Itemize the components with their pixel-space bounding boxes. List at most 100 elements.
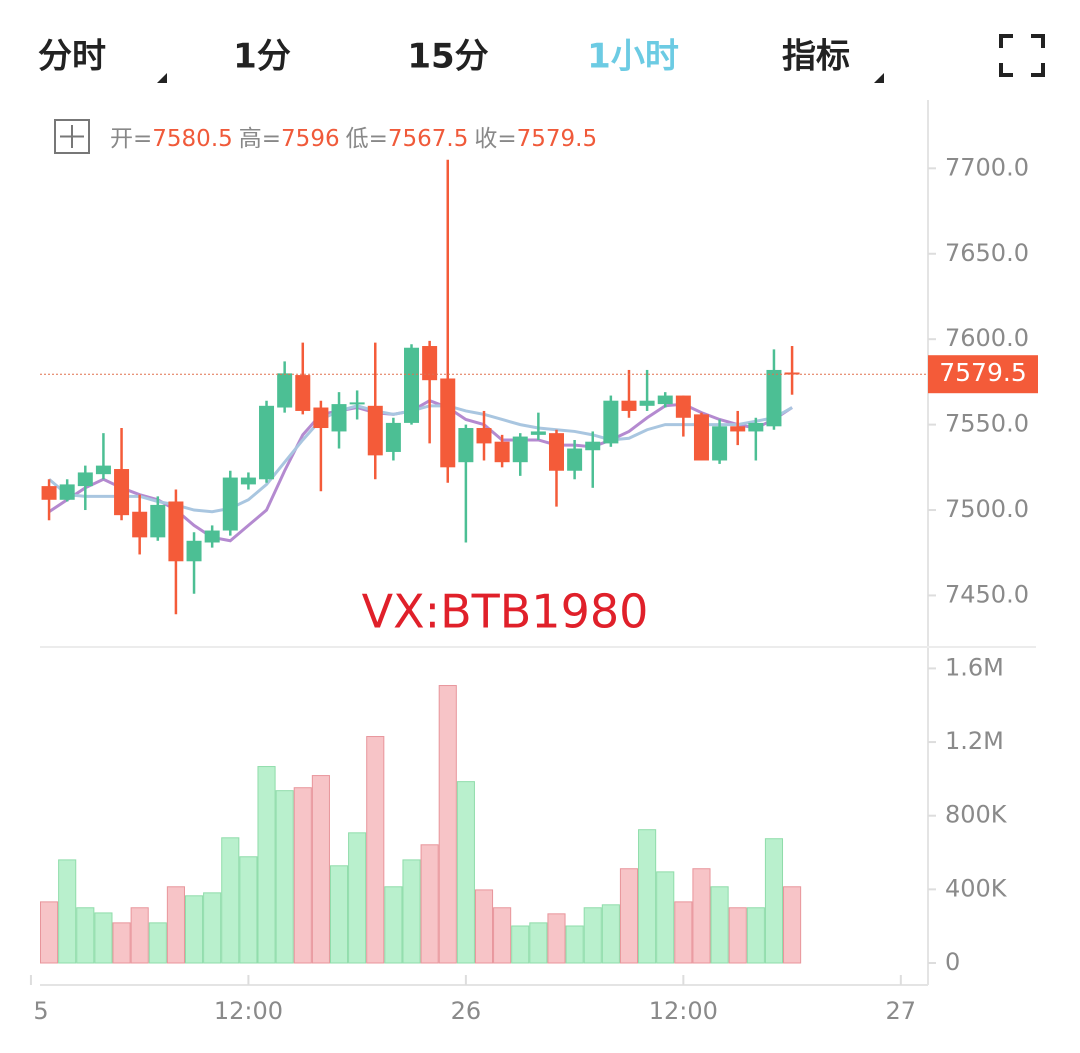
y-tick-label: 7600.0 — [945, 324, 1029, 352]
label: 高= — [239, 126, 281, 152]
candle-body — [603, 400, 619, 444]
label: 开= — [110, 126, 152, 152]
volume-bar — [493, 907, 512, 964]
volume-bar — [420, 844, 439, 964]
volume-bar — [656, 871, 675, 964]
fullscreen-icon[interactable] — [999, 34, 1045, 77]
x-tick-label: 12:00 — [649, 997, 718, 1025]
dropdown-arrow — [157, 73, 167, 83]
candle-body — [657, 395, 673, 405]
ohlc-line: 开=7580.5 高=7596 低=7567.5 收=7579.5 — [110, 126, 597, 152]
candle-body — [132, 511, 148, 538]
candle-body — [712, 426, 728, 461]
candle-body — [150, 504, 166, 538]
volume-bar — [94, 912, 113, 964]
dropdown-arrow — [874, 73, 884, 83]
volume-tick-label: 800K — [945, 801, 1008, 829]
candle-body — [349, 402, 365, 405]
volume-bar — [728, 907, 747, 964]
tab[interactable]: 15分 — [407, 37, 488, 77]
candle-body — [784, 372, 800, 375]
volume-bar — [311, 775, 330, 964]
volume-bar — [601, 904, 620, 964]
volume-bar — [76, 907, 95, 964]
volume-bar — [511, 925, 530, 964]
volume-bar — [40, 901, 59, 964]
candle-body — [259, 405, 275, 480]
x-tick-label: 26 — [451, 997, 482, 1025]
volume-bar — [638, 829, 657, 964]
candle-body — [114, 469, 130, 516]
volume-bar — [402, 859, 421, 964]
candle-body — [331, 404, 347, 432]
volume-bar — [456, 781, 475, 964]
volume-bar — [764, 838, 784, 964]
candle-body — [77, 472, 93, 487]
value: 7580.5 — [152, 126, 232, 152]
crosshair-toggle[interactable] — [54, 119, 90, 154]
volume-bar — [130, 907, 149, 964]
candle-body — [222, 477, 238, 531]
candle-body — [385, 422, 401, 452]
volume-bar — [565, 925, 584, 964]
volume-bar — [203, 892, 222, 964]
volume-bar — [746, 907, 765, 964]
candle-body — [512, 436, 528, 463]
candle-body — [766, 369, 782, 427]
volume-bar — [148, 922, 167, 964]
volume-bar — [547, 913, 566, 964]
y-tick-label: 7650.0 — [945, 239, 1029, 267]
x-tick-label: 27 — [886, 997, 917, 1025]
candle-body — [458, 428, 474, 463]
volume-bar — [384, 886, 403, 964]
y-tick-label: 7500.0 — [945, 495, 1029, 523]
volume-bar — [348, 832, 367, 964]
candle-body — [204, 530, 220, 543]
value: 7596 — [281, 126, 340, 152]
y-tick-label: 7700.0 — [945, 153, 1029, 181]
volume-bar — [474, 889, 494, 964]
candle-body — [548, 433, 564, 471]
volume-bar — [692, 868, 711, 964]
candle-body — [693, 414, 709, 461]
candle-body — [295, 375, 311, 411]
candle-body — [168, 501, 184, 562]
tab[interactable]: 指标 — [782, 37, 850, 77]
volume-bar — [112, 922, 131, 964]
timeframe-tabs: 分时 1分 15分 1小时 指标 — [38, 34, 1045, 83]
label: 收= — [474, 126, 516, 152]
candle-body — [186, 540, 202, 562]
volume-bar — [366, 736, 385, 964]
volume-bar — [257, 766, 276, 964]
volume-bar — [166, 886, 185, 964]
last-price-tag — [928, 355, 1038, 394]
plus-icon — [60, 125, 84, 148]
label: 低= — [346, 126, 388, 152]
candle-body — [41, 486, 57, 500]
candle-body — [494, 441, 510, 463]
candle-body — [404, 347, 420, 423]
volume-tick-label: 1.2M — [945, 727, 1004, 755]
candle-body — [675, 395, 691, 418]
candle-body — [367, 405, 383, 456]
value: 7579.5 — [517, 126, 597, 152]
volume-bar — [783, 886, 802, 964]
volume-bar — [329, 865, 349, 964]
volume-tick-label: 400K — [945, 874, 1008, 902]
volume-bar — [438, 685, 457, 964]
candle-body — [476, 428, 492, 444]
candle-body — [313, 407, 329, 429]
plot: 7450.0 7500.0 7550.0 7600.0 7650.0 7700.0 0 400… — [29, 153, 1038, 1025]
tab[interactable]: 分时 — [38, 37, 106, 77]
tab[interactable]: 1分 — [233, 37, 291, 77]
volume-bar — [619, 868, 639, 964]
candle-body — [585, 441, 601, 451]
candle-body — [730, 426, 746, 432]
candle-body — [748, 422, 764, 432]
tab[interactable]: 1小时 — [587, 37, 679, 77]
candle-body — [277, 373, 293, 408]
candle-body — [567, 448, 583, 471]
x-tick-label: 12:00 — [214, 997, 283, 1025]
volume-bar — [293, 787, 312, 964]
